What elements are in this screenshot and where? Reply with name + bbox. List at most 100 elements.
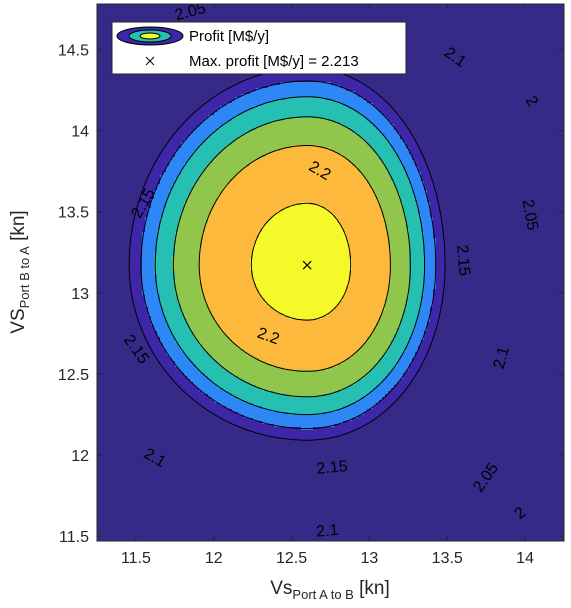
contour-fill-cell [553,70,557,74]
contour-fill-cell [118,10,122,14]
contour-fill-cell [424,61,428,65]
contour-fill-cell [115,94,119,98]
contour-fill-cell [235,16,239,20]
contour-fill-cell [229,19,233,23]
contour-fill-cell [283,85,287,89]
contour-fill-cell [388,94,392,98]
contour-fill-cell [277,76,281,80]
contour-fill-cell [442,64,446,68]
contour-fill-cell [415,43,419,47]
contour-fill-cell [160,88,164,92]
contour-fill-cell [445,28,449,32]
contour-fill-cell [325,13,329,17]
contour-fill-cell [454,85,458,89]
contour-fill-cell [496,16,500,20]
contour-fill-cell [490,97,494,101]
contour-fill-cell [532,13,536,17]
contour-fill-cell [559,25,563,29]
contour-fill-cell [475,28,479,32]
contour-fill-cell [556,61,560,65]
contour-fill-cell [142,79,146,83]
contour-fill-cell [481,64,485,68]
contour-fill-cell [190,16,194,20]
contour-fill-cell [487,64,491,68]
contour-fill-cell [97,97,101,101]
contour-fill-cell [103,31,107,35]
contour-fill-cell [268,16,272,20]
contour-fill-cell [490,25,494,29]
contour-fill-cell [499,22,503,26]
contour-fill-cell [475,76,479,80]
contour-fill-cell [154,4,158,8]
contour-fill-cell [529,76,533,80]
contour-fill-cell [529,55,533,59]
contour-fill-cell [523,64,527,68]
contour-fill-cell [436,97,440,101]
contour-fill-cell [523,76,527,80]
contour-fill-cell [487,34,491,38]
contour-fill-cell [373,13,377,17]
contour-fill-cell [109,76,113,80]
contour-fill-cell [523,43,527,47]
contour-fill-cell [241,88,245,92]
contour-fill-cell [553,31,557,35]
contour-fill-cell [214,97,218,101]
contour-fill-cell [505,70,509,74]
contour-fill-cell [487,85,491,89]
contour-fill-cell [379,16,383,20]
contour-fill-cell [148,91,152,95]
contour-fill-cell [322,94,326,98]
contour-fill-cell [130,76,134,80]
contour-fill-cell [346,16,350,20]
contour-fill-cell [463,34,467,38]
contour-fill-cell [529,43,533,47]
contour-fill-cell [499,40,503,44]
contour-fill-cell [316,82,320,86]
contour-fill-cell [433,13,437,17]
contour-fill-cell [106,88,110,92]
contour-fill-cell [556,85,560,89]
contour-fill-cell [502,31,506,35]
contour-fill-cell [247,94,251,98]
contour-fill-cell [118,91,122,95]
contour-fill-cell [424,64,428,68]
contour-fill-cell [205,16,209,20]
contour-fill-cell [559,19,563,23]
contour-fill-cell [532,79,536,83]
contour-fill-cell [298,16,302,20]
contour-fill-cell [415,82,419,86]
contour-fill-cell [424,40,428,44]
contour-fill-cell [478,46,482,50]
contour-fill-cell [241,10,245,14]
contour-fill-cell [430,73,434,77]
contour-fill-cell [478,4,482,8]
contour-fill-cell [394,76,398,80]
contour-fill-cell [511,4,515,8]
contour-fill-cell [364,7,368,11]
contour-fill-cell [343,88,347,92]
contour-fill-cell [406,19,410,23]
contour-fill-cell [322,7,326,11]
contour-fill-cell [391,13,395,17]
contour-fill-cell [292,88,296,92]
contour-fill-cell [124,10,128,14]
contour-fill-cell [202,97,206,101]
contour-fill-cell [433,34,437,38]
contour-fill-cell [508,82,512,86]
contour-fill-cell [199,94,203,98]
contour-fill-cell [448,94,452,98]
contour-fill-cell [220,7,224,11]
contour-fill-cell [253,4,257,8]
contour-fill-cell [466,70,470,74]
contour-fill-cell [268,76,272,80]
contour-fill-cell [160,97,164,101]
contour-fill-cell [361,94,365,98]
contour-fill-cell [412,43,416,47]
contour-fill-cell [475,7,479,11]
contour-fill-cell [253,16,257,20]
contour-fill-cell [418,19,422,23]
contour-fill-cell [133,79,137,83]
contour-fill-cell [418,55,422,59]
contour-fill-cell [517,88,521,92]
contour-fill-cell [463,73,467,77]
